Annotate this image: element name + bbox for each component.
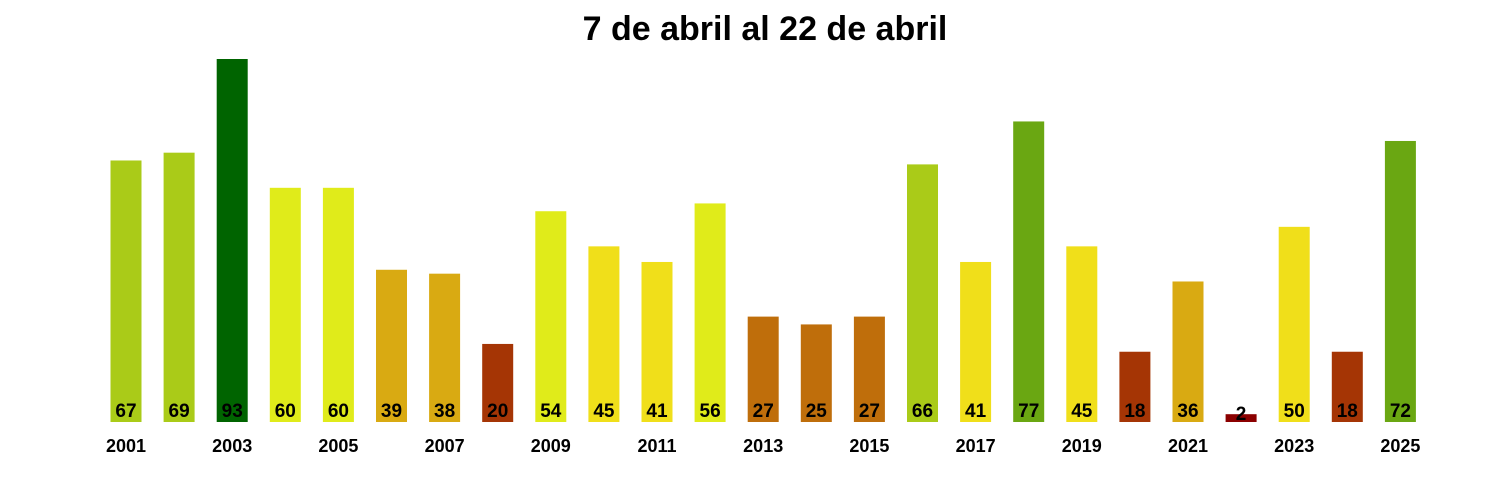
value-label-2017: 41 — [965, 401, 987, 422]
value-label-2021: 36 — [1177, 401, 1198, 422]
bar-2008 — [482, 343, 514, 422]
bar-2020 — [1119, 351, 1151, 422]
x-tick-2017: 2017 — [956, 436, 996, 456]
value-label-2023: 50 — [1284, 401, 1305, 422]
bar-2005 — [322, 187, 354, 422]
x-tick-2007: 2007 — [425, 436, 465, 456]
bar-2023 — [1278, 226, 1310, 422]
bar-2011 — [641, 261, 673, 422]
x-axis-ticks: 2001 2003 2005 2007 2009 2011 2013 2015 2017 2019… — [106, 436, 1420, 456]
bar-2001 — [110, 160, 142, 423]
x-tick-2003: 2003 — [212, 436, 252, 456]
value-label-2014: 25 — [806, 401, 828, 422]
value-label-2005: 60 — [328, 401, 349, 422]
bar-2022 — [1225, 414, 1257, 422]
bar-2013 — [747, 316, 779, 422]
bar-2006 — [376, 269, 407, 422]
value-label-2001: 67 — [115, 401, 136, 422]
x-tick-2025: 2025 — [1380, 436, 1420, 456]
value-label-2016: 66 — [912, 401, 933, 422]
x-tick-2001: 2001 — [106, 436, 146, 456]
bar-2015 — [853, 316, 885, 422]
value-label-2024: 18 — [1337, 401, 1358, 422]
value-label-2020: 18 — [1124, 401, 1145, 422]
bar-2007 — [429, 273, 461, 422]
value-labels-layer: 67 69 93 60 60 39 38 20 54 45 41 56 27 25 27 66 41 77 45 18… — [115, 401, 1411, 425]
bar-2012 — [694, 203, 726, 422]
value-label-2010: 45 — [593, 401, 615, 422]
bar-2003 — [216, 59, 248, 422]
x-tick-2019: 2019 — [1062, 436, 1102, 456]
bar-2021 — [1172, 281, 1204, 422]
bar-2024 — [1331, 351, 1363, 422]
x-tick-2013: 2013 — [743, 436, 783, 456]
value-label-2025: 72 — [1390, 401, 1411, 422]
value-label-2018: 77 — [1018, 401, 1039, 422]
bar-2004 — [269, 187, 301, 422]
bars-layer — [110, 59, 1416, 423]
value-label-2007: 38 — [434, 401, 455, 422]
value-label-2004: 60 — [275, 401, 296, 422]
bar-2017 — [960, 261, 992, 422]
bar-2002 — [163, 152, 195, 422]
value-label-2019: 45 — [1071, 401, 1093, 422]
value-label-2006: 39 — [381, 401, 402, 422]
value-label-2022: 2 — [1236, 404, 1247, 425]
x-tick-2023: 2023 — [1274, 436, 1314, 456]
value-label-2003: 93 — [222, 401, 243, 422]
bar-2025 — [1384, 140, 1416, 422]
bar-2016 — [907, 164, 938, 422]
bar-2019 — [1066, 246, 1098, 422]
x-tick-2011: 2011 — [637, 436, 676, 456]
value-label-2013: 27 — [753, 401, 774, 422]
value-label-2015: 27 — [859, 401, 880, 422]
value-label-2012: 56 — [700, 401, 721, 422]
chart-title: 7 de abril al 22 de abril — [582, 10, 948, 48]
bar-2010 — [588, 246, 620, 422]
x-tick-2005: 2005 — [318, 436, 358, 456]
value-label-2008: 20 — [487, 401, 508, 422]
x-tick-2009: 2009 — [531, 436, 571, 456]
x-tick-2021: 2021 — [1168, 436, 1208, 456]
bar-2014 — [800, 324, 832, 422]
x-tick-2015: 2015 — [849, 436, 889, 456]
value-label-2002: 69 — [169, 401, 190, 422]
value-label-2011: 41 — [646, 401, 668, 422]
value-label-2009: 54 — [540, 401, 562, 422]
bar-2009 — [535, 211, 567, 422]
bar-2018 — [1013, 121, 1045, 422]
